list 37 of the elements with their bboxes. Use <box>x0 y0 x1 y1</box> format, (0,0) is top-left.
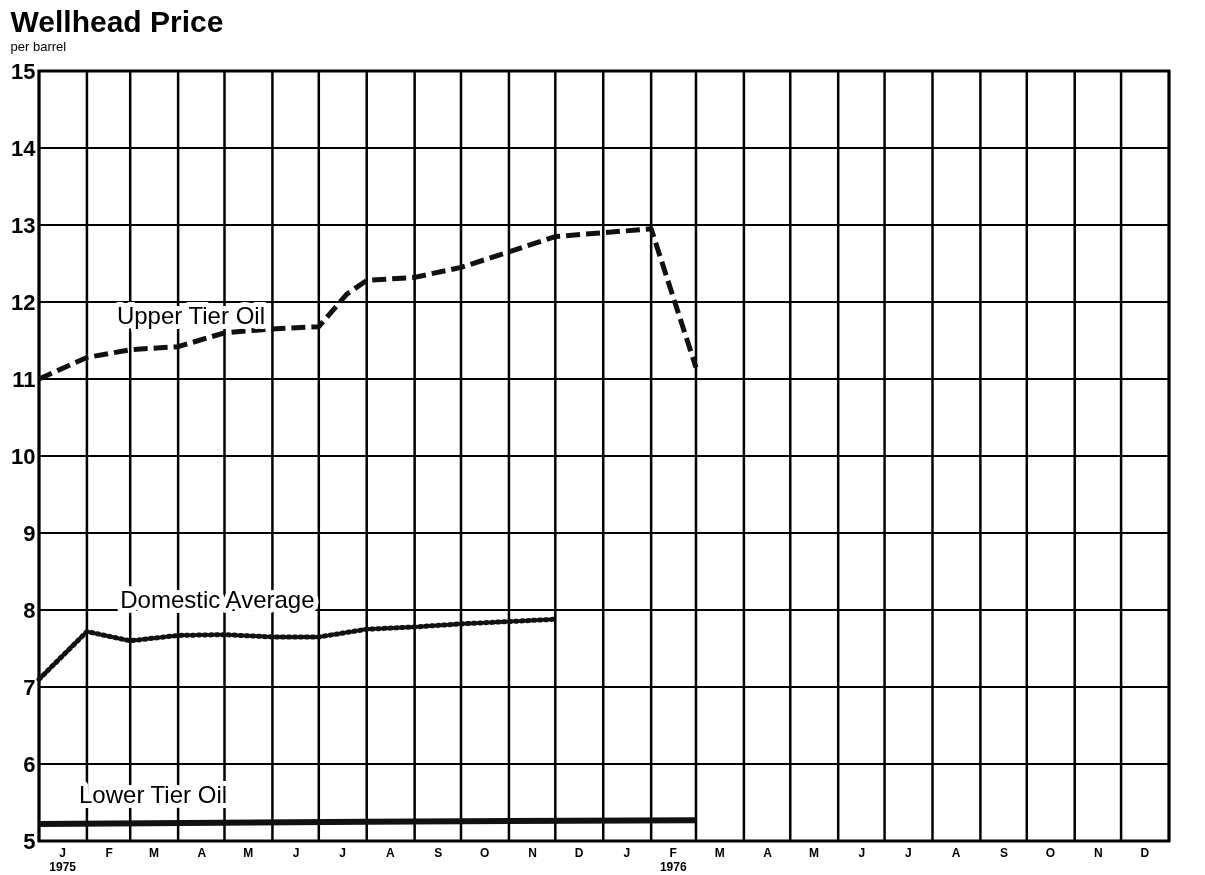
y-tick-label: 5 <box>23 828 36 854</box>
y-tick-label: 6 <box>23 751 36 777</box>
x-tick-label: J <box>623 845 631 860</box>
x-tick-label: F <box>105 845 113 860</box>
chart-title: Wellhead Price <box>10 5 224 38</box>
x-tick-label: F 1976 <box>659 845 687 874</box>
x-tick-label: J 1975 <box>49 845 77 874</box>
y-tick-label: 10 <box>11 443 36 469</box>
y-tick-label: 13 <box>11 212 36 238</box>
x-tick-label: J <box>292 845 300 860</box>
y-tick-label: 15 <box>11 58 36 84</box>
x-tick-label: J <box>858 845 866 860</box>
x-tick-label: A <box>197 845 207 860</box>
y-tick-label: 11 <box>12 366 36 392</box>
y-tick-label: 12 <box>11 289 36 315</box>
x-tick-label: M <box>243 845 254 860</box>
x-tick-label: O <box>480 845 490 860</box>
chart-subtitle: per barrel <box>10 39 67 54</box>
x-tick-label: M <box>808 845 819 860</box>
x-tick-label: M <box>148 845 159 860</box>
x-tick-label: A <box>386 845 396 860</box>
x-tick-label: D <box>574 845 584 860</box>
x-tick-label: D <box>1140 845 1150 860</box>
x-tick-label: J <box>339 845 346 860</box>
x-tick-label: A <box>763 845 773 860</box>
x-tick-label: S <box>434 845 443 860</box>
x-tick-label: N <box>528 845 537 860</box>
x-tick-label: O <box>1045 845 1056 860</box>
y-tick-label: 14 <box>11 135 37 161</box>
y-tick-label: 9 <box>23 520 36 546</box>
x-tick-label: S <box>1000 845 1009 860</box>
x-tick-label: A <box>951 845 961 860</box>
y-tick-label: 7 <box>23 674 36 700</box>
x-tick-label: N <box>1094 845 1103 860</box>
x-tick-label: M <box>714 845 725 860</box>
y-tick-label: 8 <box>23 597 36 623</box>
x-tick-label: J <box>904 845 912 860</box>
